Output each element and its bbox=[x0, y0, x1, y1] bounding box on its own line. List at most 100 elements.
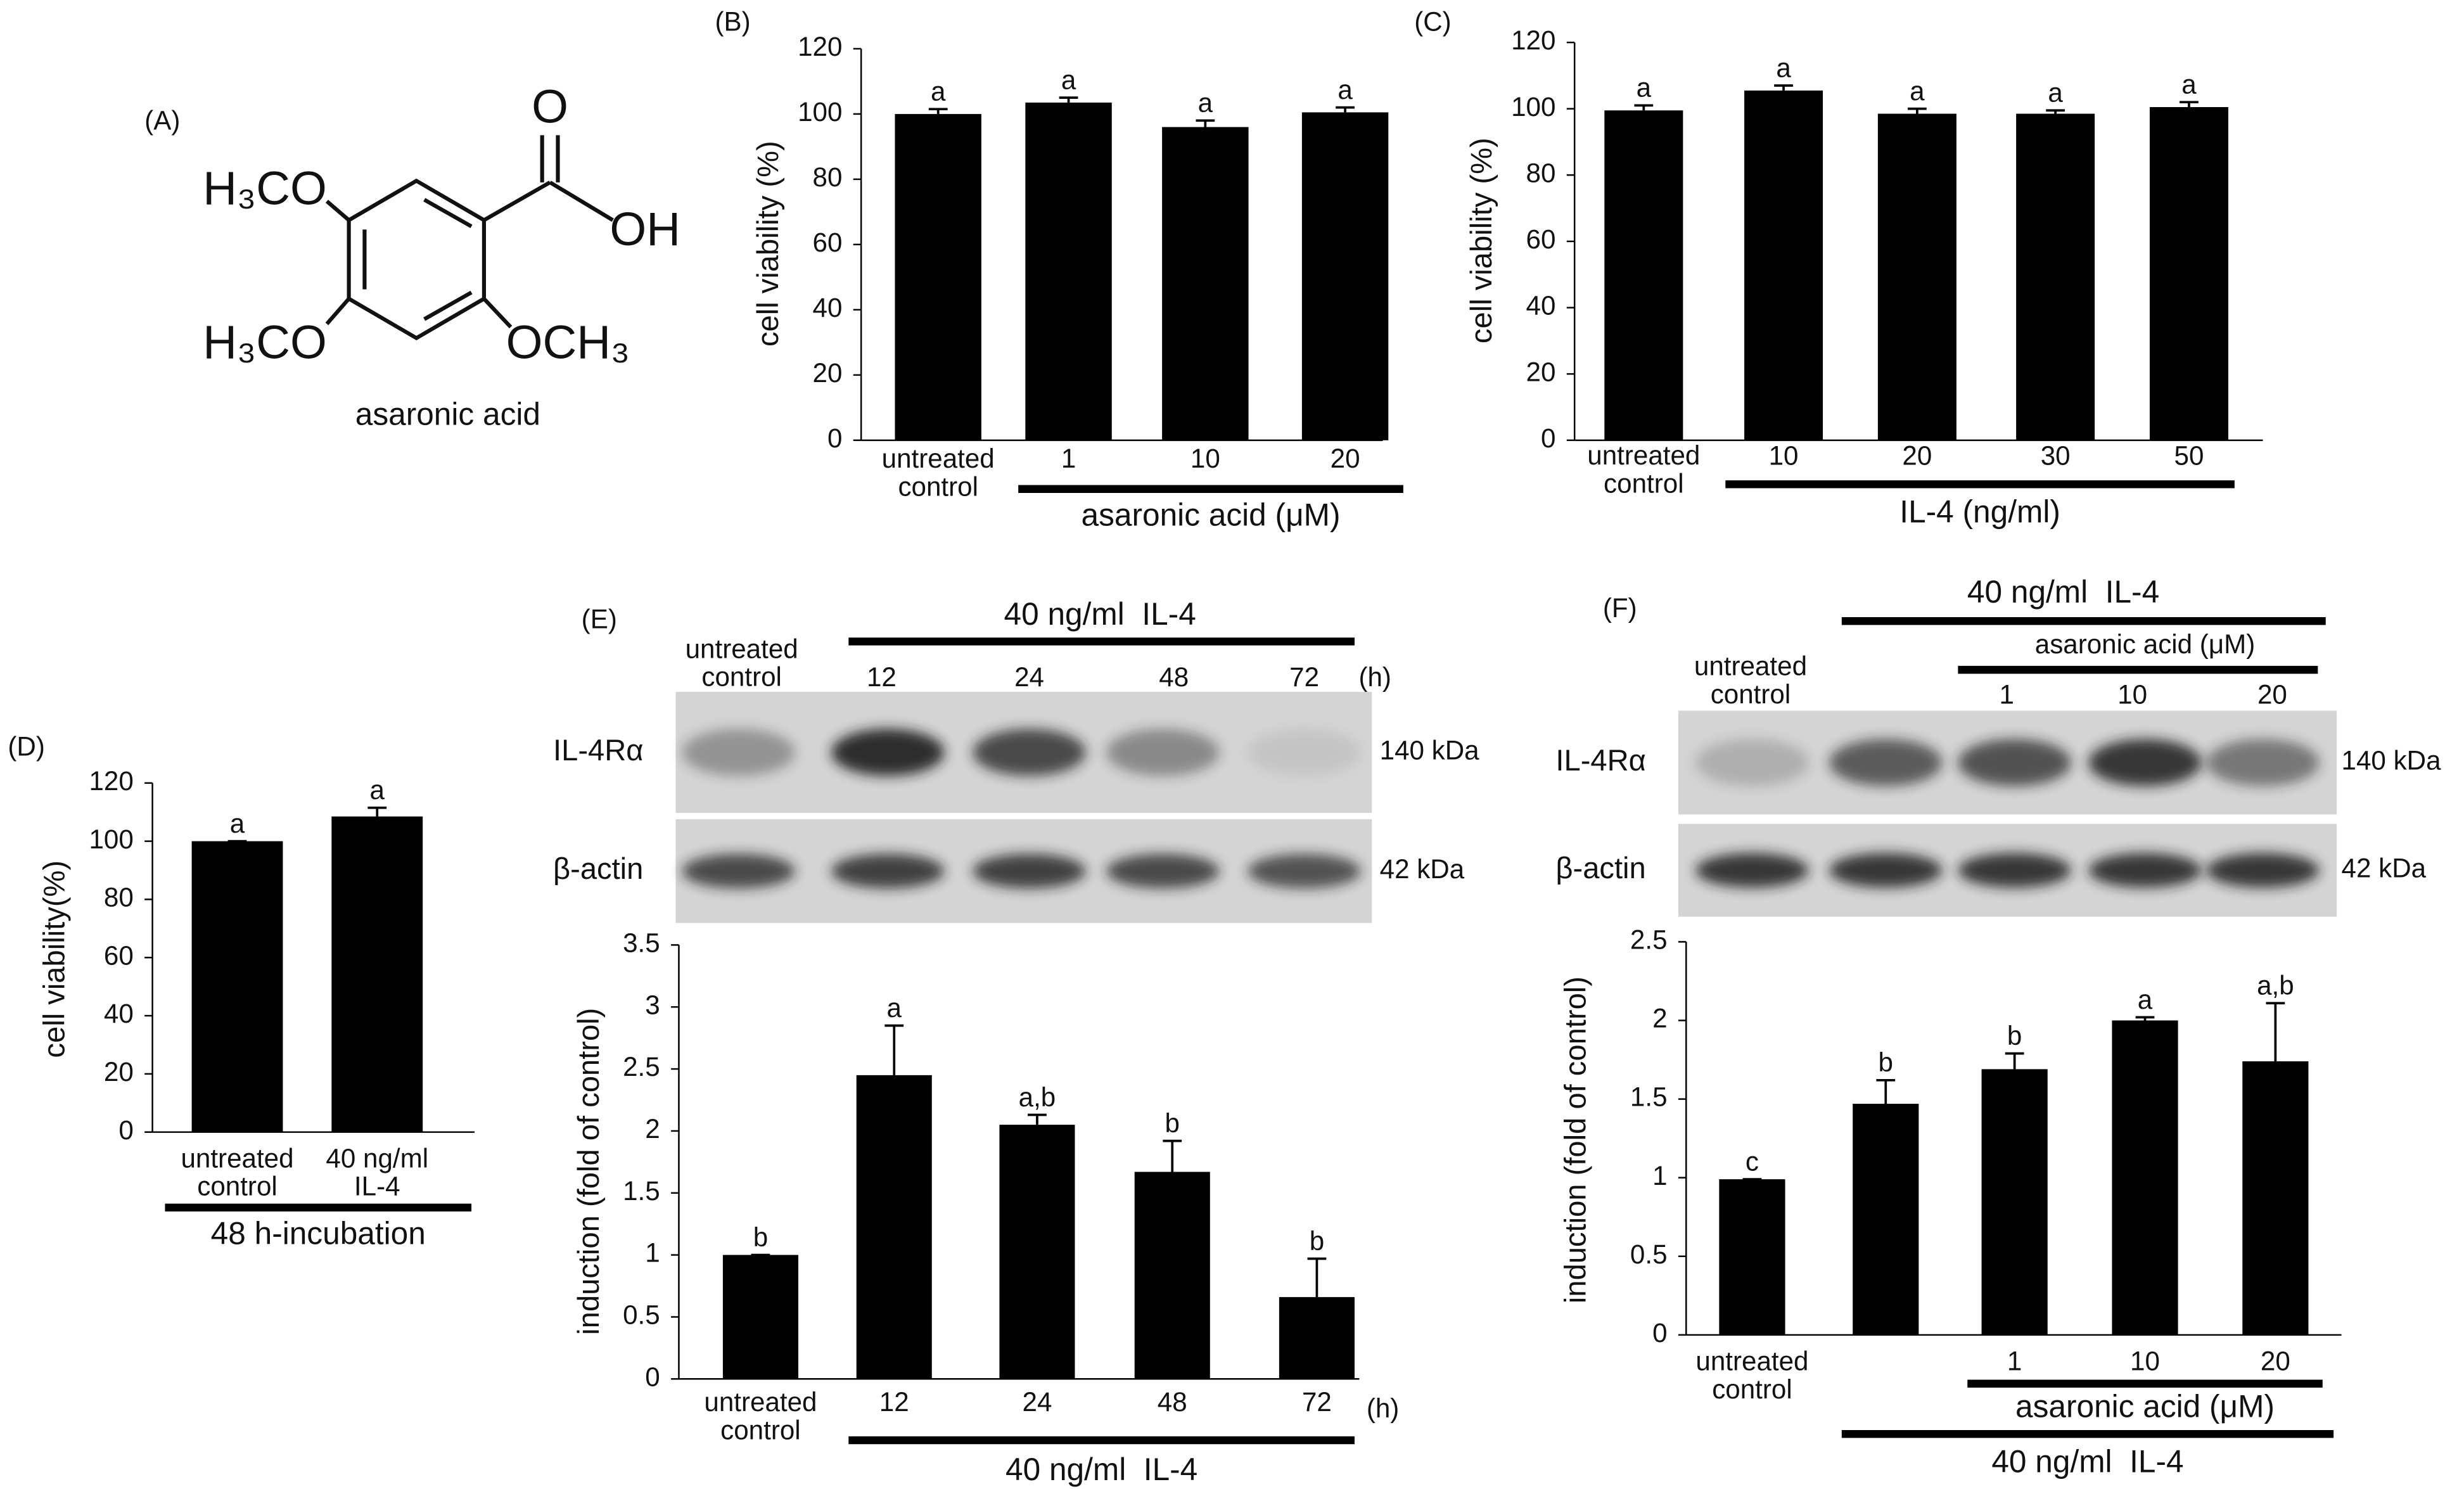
y-tick-label: 80 bbox=[813, 162, 843, 192]
blot-band bbox=[1829, 739, 1943, 786]
bar bbox=[2016, 113, 2095, 440]
group-label: IL-4 (ng/ml) bbox=[1899, 494, 2060, 530]
blot-band bbox=[2088, 853, 2202, 888]
x-tick-label: 1 bbox=[1061, 444, 1076, 473]
significance-label: a bbox=[1637, 73, 1652, 103]
panel-label: (B) bbox=[715, 6, 751, 36]
y-tick-label: 0 bbox=[827, 423, 842, 453]
x-tick-label: 24 bbox=[1023, 1387, 1052, 1417]
bar bbox=[1301, 112, 1389, 440]
significance-label: a bbox=[230, 808, 245, 838]
y-tick-label: 60 bbox=[104, 940, 134, 970]
size-label: 42 kDa bbox=[2342, 853, 2427, 883]
y-tick-label: 0 bbox=[1541, 423, 1555, 453]
y-axis-label: cell viability (%) bbox=[751, 141, 784, 347]
lane-label: 72 bbox=[1289, 662, 1319, 692]
y-tick-label: 40 bbox=[104, 999, 134, 1028]
group-label: asaronic acid (μM) bbox=[1082, 497, 1341, 533]
y-axis-label: cell viability(%) bbox=[37, 860, 71, 1058]
x-tick-label: 10 bbox=[1769, 440, 1799, 470]
blot-band bbox=[973, 853, 1086, 889]
x-tick-label: 30 bbox=[2041, 440, 2071, 470]
y-tick-label: 0.5 bbox=[1630, 1239, 1668, 1269]
atom-label: O bbox=[532, 80, 568, 132]
atom-label: OCH₃ bbox=[506, 316, 630, 369]
y-tick-label: 40 bbox=[1526, 291, 1556, 321]
significance-label: a bbox=[2138, 985, 2153, 1014]
significance-label: a bbox=[2048, 78, 2063, 108]
y-axis-label: induction (fold of control) bbox=[1559, 976, 1592, 1303]
y-tick-label: 3.5 bbox=[623, 928, 660, 958]
blot-band bbox=[1248, 729, 1361, 776]
x-tick-label: 10 bbox=[1191, 444, 1220, 473]
significance-label: a bbox=[1776, 53, 1791, 82]
y-tick-label: 120 bbox=[1511, 25, 1555, 55]
y-tick-label: 120 bbox=[798, 32, 842, 61]
x-unit: (h) bbox=[1367, 1393, 1400, 1423]
x-tick-label: 72 bbox=[1302, 1387, 1332, 1417]
lane-label: 20 bbox=[2257, 679, 2287, 709]
significance-label: b bbox=[1310, 1226, 1324, 1256]
bond bbox=[549, 181, 614, 222]
significance-label: a bbox=[1337, 75, 1353, 105]
y-tick-label: 100 bbox=[89, 824, 133, 854]
bond bbox=[482, 297, 513, 329]
panel-label: (C) bbox=[1414, 6, 1452, 36]
bar bbox=[1279, 1297, 1355, 1379]
x-tick-label: 40 ng/ml IL-4 bbox=[326, 1143, 428, 1201]
bar bbox=[1853, 1104, 1919, 1335]
y-tick-label: 60 bbox=[1526, 224, 1556, 254]
bar bbox=[1981, 1069, 2048, 1335]
bar bbox=[331, 816, 423, 1132]
significance-label: a bbox=[1061, 65, 1076, 94]
bar bbox=[1744, 90, 1823, 440]
y-tick-label: 80 bbox=[1526, 158, 1556, 188]
treatment-label: asaronic acid (μM) bbox=[2035, 629, 2256, 659]
y-tick-label: 1.5 bbox=[1630, 1082, 1668, 1112]
y-tick-label: 2 bbox=[1652, 1004, 1667, 1033]
bond bbox=[483, 181, 551, 222]
significance-label: a bbox=[1910, 76, 1925, 106]
bar bbox=[999, 1125, 1075, 1379]
y-tick-label: 0 bbox=[645, 1362, 660, 1391]
significance-label: a,b bbox=[1019, 1082, 1056, 1112]
bond bbox=[325, 200, 350, 222]
group-label: 40 ng/ml IL-4 bbox=[1991, 1443, 2183, 1479]
blot-band bbox=[1106, 729, 1220, 776]
y-tick-label: 100 bbox=[798, 97, 842, 127]
y-tick-label: 20 bbox=[813, 358, 843, 388]
blot-band bbox=[1958, 739, 2071, 786]
y-tick-label: 0 bbox=[118, 1115, 133, 1145]
panel-label: (A) bbox=[144, 106, 180, 136]
y-tick-label: 20 bbox=[1526, 357, 1556, 387]
blot-band bbox=[2206, 739, 2320, 786]
significance-label: b bbox=[1165, 1108, 1180, 1138]
lane-label: 48 bbox=[1159, 662, 1189, 692]
compound-name: asaronic acid bbox=[355, 397, 540, 432]
bar bbox=[191, 841, 283, 1132]
x-tick-label: untreated control bbox=[1695, 1346, 1808, 1404]
bar bbox=[2112, 1020, 2178, 1335]
lane-label: 24 bbox=[1014, 662, 1044, 692]
y-tick-label: 1 bbox=[645, 1238, 660, 1268]
bar bbox=[722, 1255, 798, 1379]
x-tick-label: untreated control bbox=[181, 1143, 293, 1201]
bar bbox=[1877, 113, 1957, 440]
y-axis-label: induction (fold of control) bbox=[571, 1008, 605, 1335]
size-label: 140 kDa bbox=[2342, 746, 2442, 776]
blot-band bbox=[831, 729, 945, 776]
significance-label: a bbox=[2181, 69, 2197, 99]
significance-label: c bbox=[1746, 1146, 1759, 1176]
blot-band bbox=[1106, 853, 1220, 889]
bar bbox=[1025, 102, 1112, 440]
group-label: 40 ng/ml IL-4 bbox=[1005, 1452, 1197, 1487]
blot-band bbox=[973, 729, 1086, 776]
bar bbox=[2242, 1061, 2309, 1335]
y-tick-label: 2.5 bbox=[1630, 925, 1668, 955]
blot-band bbox=[2088, 739, 2202, 786]
x-tick-label: untreated control bbox=[1587, 440, 1700, 498]
x-tick-label: untreated control bbox=[704, 1387, 817, 1445]
y-tick-label: 2 bbox=[645, 1114, 660, 1144]
y-tick-label: 2.5 bbox=[623, 1052, 660, 1082]
